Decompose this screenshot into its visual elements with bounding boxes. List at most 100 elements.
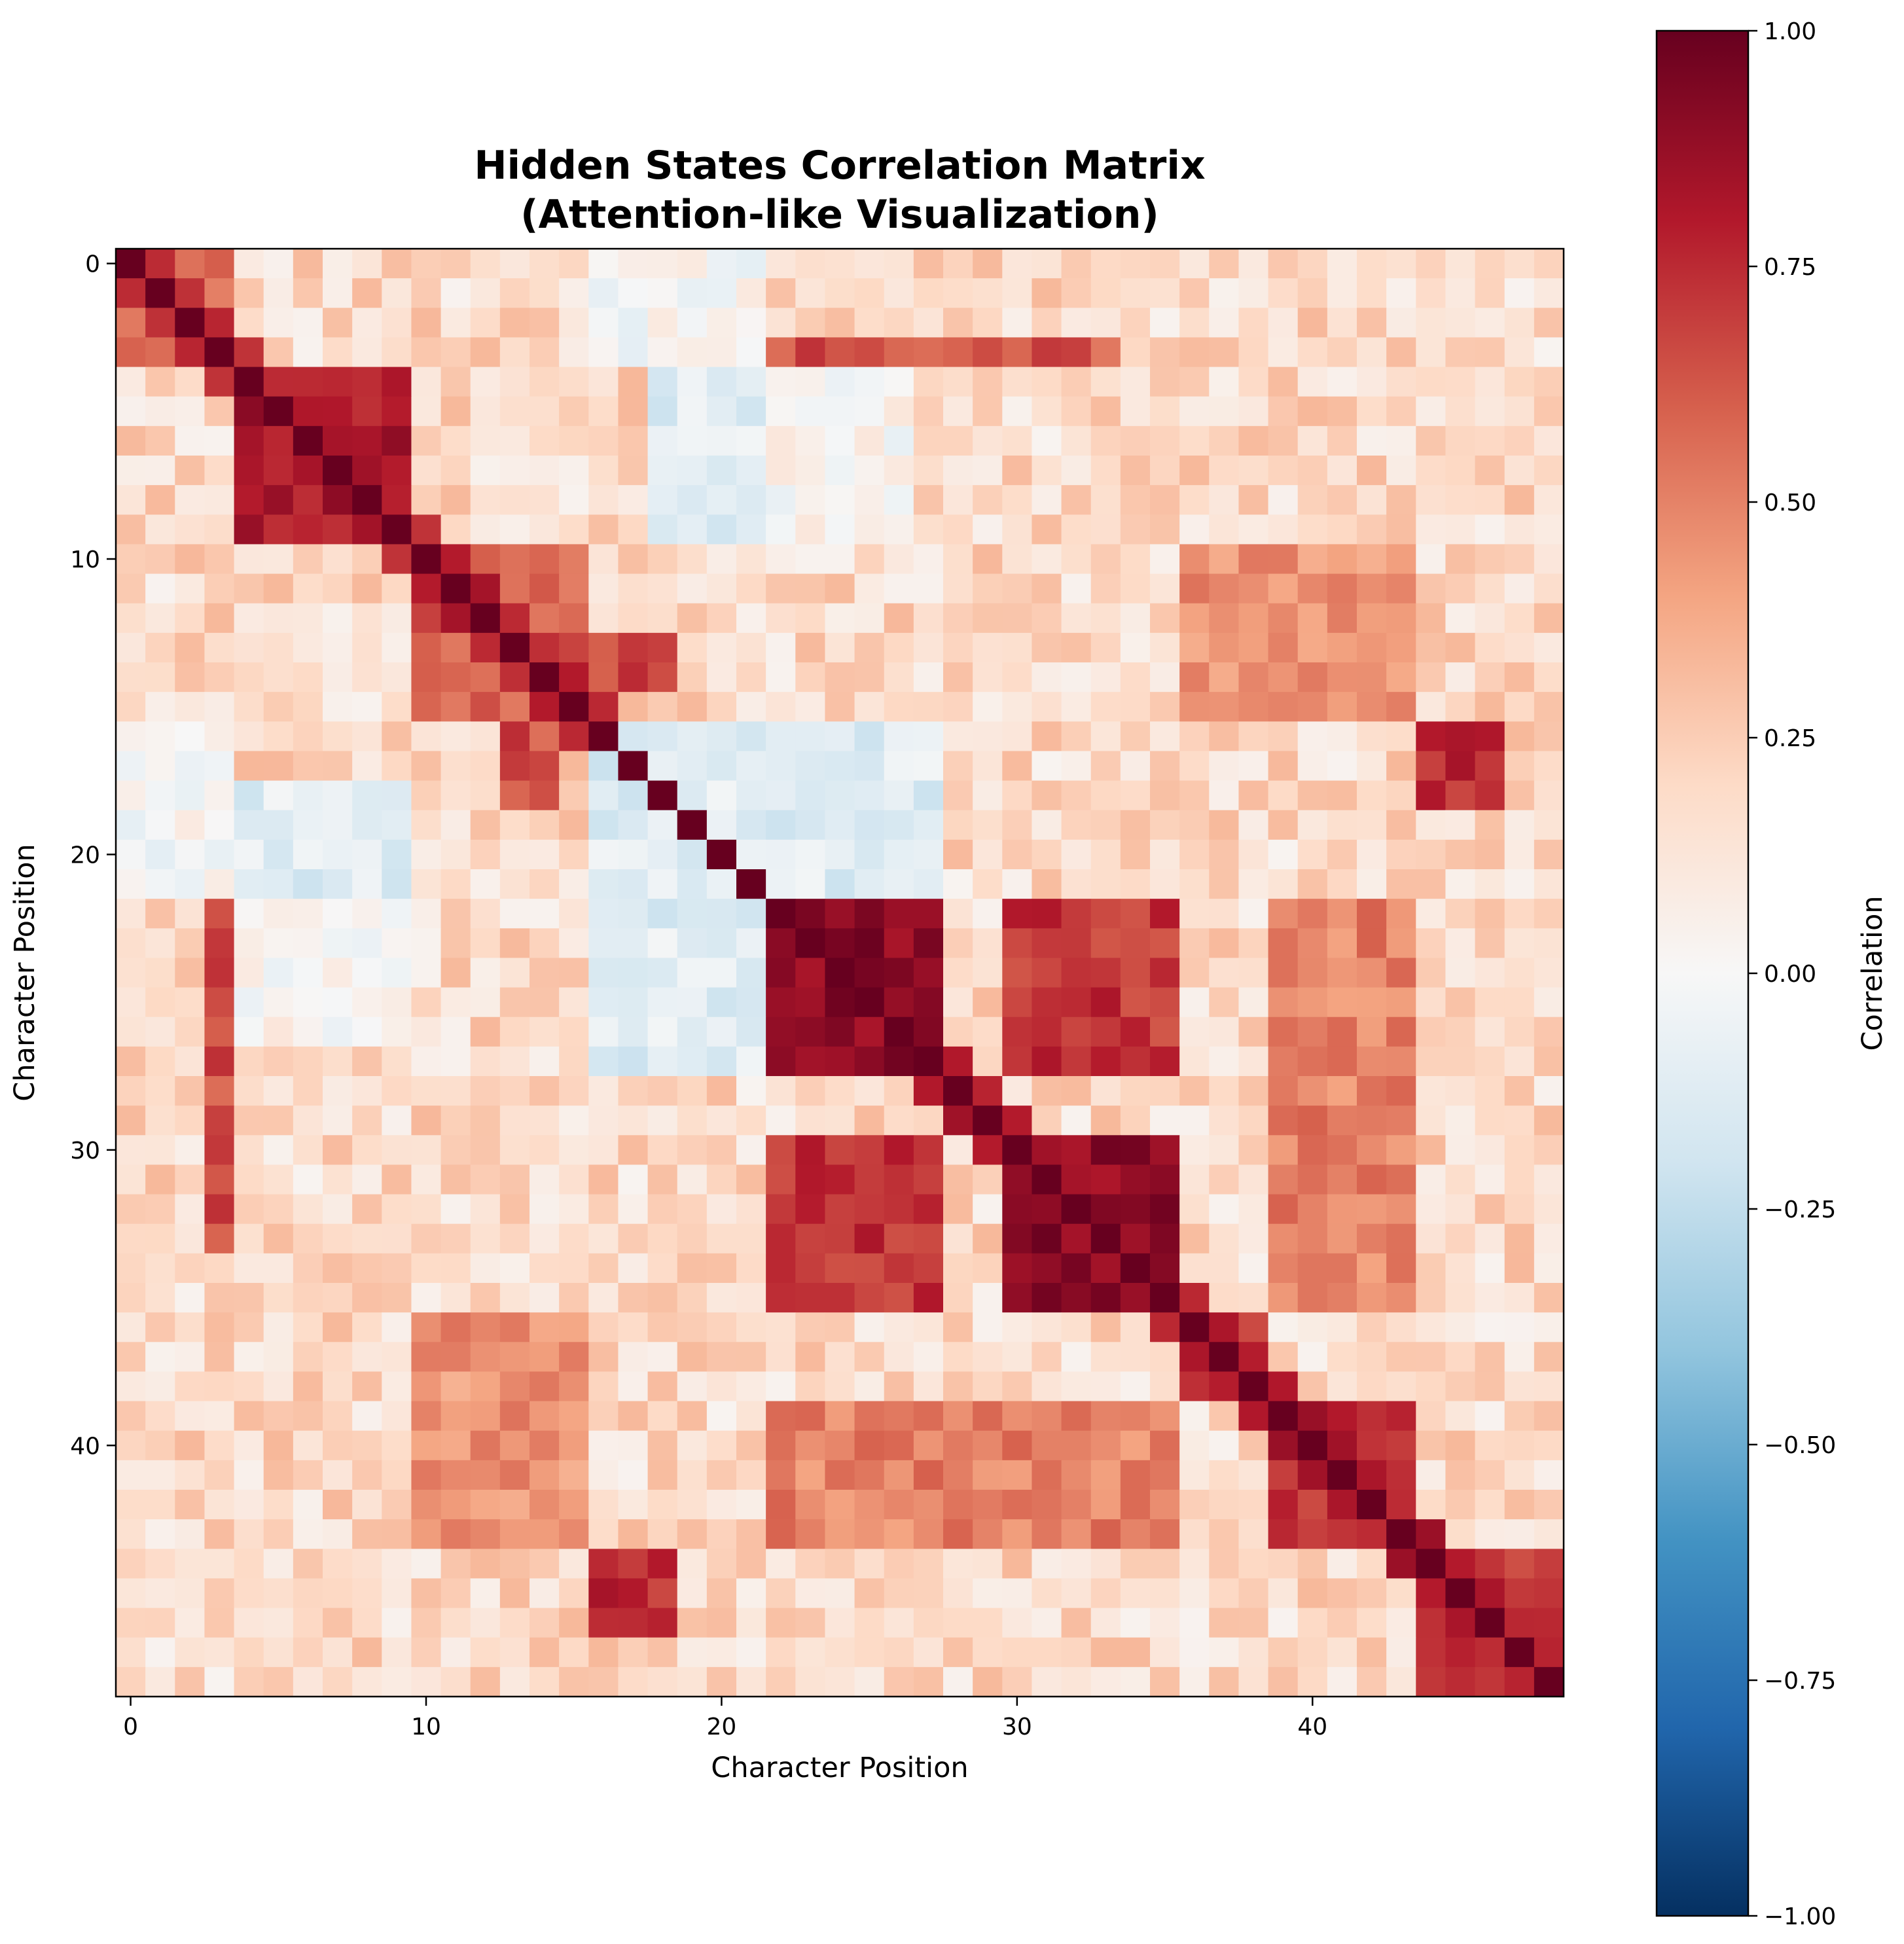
- heatmap-cell: [1445, 632, 1476, 663]
- heatmap-cell: [913, 839, 944, 870]
- heatmap-cell: [1416, 662, 1446, 693]
- heatmap-cell: [943, 1046, 973, 1077]
- heatmap-cell: [470, 1549, 501, 1579]
- heatmap-cell: [234, 1312, 264, 1342]
- heatmap-cell: [411, 958, 442, 988]
- heatmap-cell: [1238, 780, 1269, 811]
- heatmap-cell: [1534, 1283, 1564, 1313]
- heatmap-cell: [1386, 249, 1416, 279]
- heatmap-cell: [1179, 1549, 1210, 1579]
- heatmap-cell: [1090, 456, 1121, 486]
- heatmap-cell: [825, 1076, 855, 1106]
- heatmap-cell: [913, 899, 944, 929]
- heatmap-cell: [470, 1608, 501, 1638]
- heatmap-cell: [1357, 1608, 1387, 1638]
- heatmap-cell: [1416, 1223, 1446, 1254]
- heatmap-cell: [1327, 1164, 1357, 1195]
- heatmap-cell: [766, 928, 796, 959]
- heatmap-cell: [677, 514, 708, 545]
- heatmap-cell: [323, 1637, 353, 1668]
- heatmap-cell: [943, 514, 973, 545]
- heatmap-cell: [1327, 514, 1357, 545]
- heatmap-cell: [647, 278, 678, 308]
- heatmap-cell: [706, 632, 737, 663]
- heatmap-cell: [440, 1549, 471, 1579]
- heatmap-cell: [618, 1283, 649, 1313]
- x-tick-label: 30: [1002, 1714, 1032, 1740]
- heatmap-cell: [1002, 721, 1033, 752]
- heatmap-cell: [647, 780, 678, 811]
- heatmap-cell: [1002, 869, 1033, 899]
- heatmap-cell: [677, 928, 708, 959]
- heatmap-cell: [559, 632, 589, 663]
- heatmap-cell: [559, 278, 589, 308]
- heatmap-cell: [1475, 1342, 1505, 1373]
- heatmap-cell: [470, 928, 501, 959]
- heatmap-cell: [854, 485, 885, 515]
- heatmap-cell: [1504, 928, 1535, 959]
- heatmap-cell: [825, 1106, 855, 1136]
- heatmap-cell: [1268, 632, 1299, 663]
- heatmap-cell: [1297, 1460, 1328, 1490]
- heatmap-cell: [1032, 573, 1062, 604]
- heatmap-cell: [411, 692, 442, 722]
- heatmap-cell: [795, 958, 826, 988]
- heatmap-cell: [795, 662, 826, 693]
- heatmap-cell: [175, 1312, 206, 1342]
- heatmap-cell: [795, 1017, 826, 1047]
- heatmap-cell: [470, 573, 501, 604]
- heatmap-cell: [234, 1490, 264, 1520]
- heatmap-cell: [411, 1106, 442, 1136]
- heatmap-cell: [1209, 1046, 1240, 1077]
- heatmap-cell: [854, 692, 885, 722]
- heatmap-cell: [1475, 869, 1505, 899]
- heatmap-cell: [530, 425, 560, 456]
- heatmap-cell: [1209, 456, 1240, 486]
- colorbar-tick-label: −0.25: [1764, 1197, 1836, 1223]
- heatmap-cell: [1416, 899, 1446, 929]
- heatmap-cell: [1534, 987, 1564, 1018]
- heatmap-cell: [352, 514, 382, 545]
- heatmap-cell: [736, 1135, 766, 1166]
- heatmap-cell: [1297, 425, 1328, 456]
- heatmap-cell: [1150, 278, 1180, 308]
- heatmap-cell: [499, 573, 530, 604]
- heatmap-cell: [1002, 544, 1033, 575]
- heatmap-cell: [1090, 1460, 1121, 1490]
- heatmap-cell: [618, 1490, 649, 1520]
- heatmap-cell: [411, 573, 442, 604]
- heatmap-cell: [1504, 603, 1535, 634]
- heatmap-cell: [116, 367, 146, 397]
- heatmap-cell: [647, 249, 678, 279]
- heatmap-cell: [1179, 278, 1210, 308]
- heatmap-cell: [1120, 278, 1151, 308]
- heatmap-cell: [1150, 308, 1180, 338]
- heatmap-cell: [973, 1106, 1003, 1136]
- heatmap-cell: [293, 1490, 323, 1520]
- heatmap-cell: [204, 425, 235, 456]
- heatmap-cell: [116, 1253, 146, 1284]
- heatmap-cell: [1327, 337, 1357, 368]
- heatmap-cell: [530, 337, 560, 368]
- heatmap-cell: [647, 425, 678, 456]
- heatmap-cell: [530, 1666, 560, 1697]
- heatmap-cell: [647, 1223, 678, 1254]
- heatmap-cell: [1445, 780, 1476, 811]
- heatmap-cell: [1268, 869, 1299, 899]
- heatmap-cell: [1179, 1578, 1210, 1609]
- heatmap-cell: [116, 1106, 146, 1136]
- heatmap-cell: [943, 721, 973, 752]
- heatmap-cell: [530, 514, 560, 545]
- heatmap-cell: [204, 603, 235, 634]
- heatmap-cell: [618, 308, 649, 338]
- heatmap-cell: [825, 1223, 855, 1254]
- heatmap-cell: [263, 337, 294, 368]
- heatmap-cell: [825, 1342, 855, 1373]
- heatmap-cell: [352, 899, 382, 929]
- heatmap-cell: [175, 1578, 206, 1609]
- heatmap-cell: [736, 632, 766, 663]
- heatmap-cell: [1297, 1549, 1328, 1579]
- heatmap-cell: [116, 958, 146, 988]
- heatmap-cell: [913, 485, 944, 515]
- heatmap-cell: [1179, 692, 1210, 722]
